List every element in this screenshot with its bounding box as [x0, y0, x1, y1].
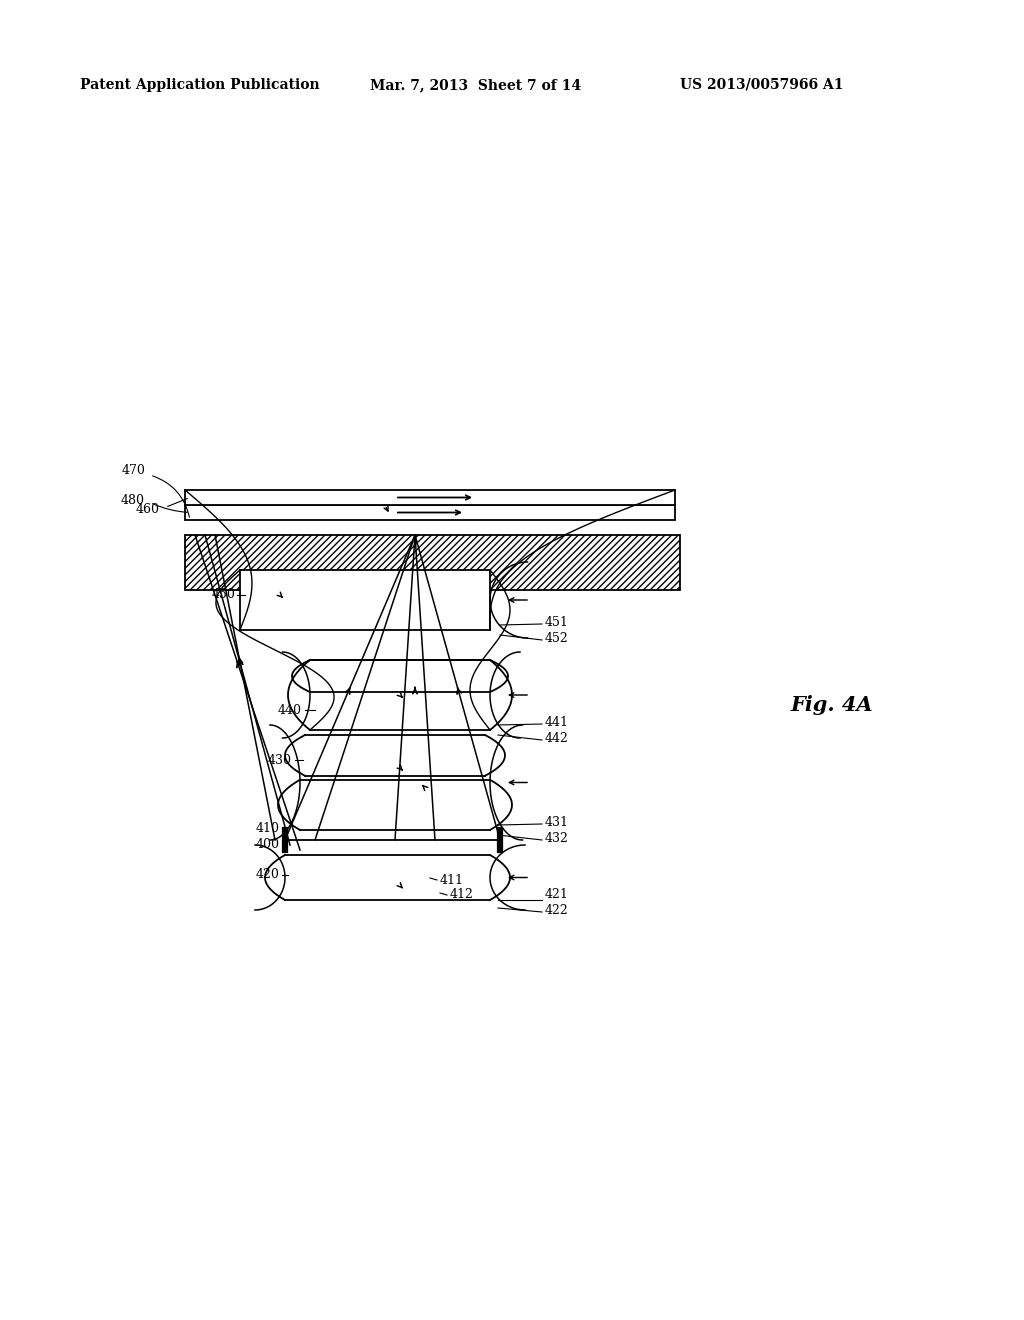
Text: 410: 410 — [256, 821, 280, 834]
Text: 430: 430 — [268, 754, 292, 767]
Text: 431: 431 — [545, 816, 569, 829]
Text: 460: 460 — [136, 503, 160, 516]
Text: 432: 432 — [545, 832, 569, 845]
Text: 421: 421 — [545, 888, 569, 902]
Text: Mar. 7, 2013  Sheet 7 of 14: Mar. 7, 2013 Sheet 7 of 14 — [370, 78, 582, 92]
Text: 411: 411 — [440, 874, 464, 887]
Text: 442: 442 — [545, 731, 569, 744]
Text: 440: 440 — [278, 704, 302, 717]
Text: 400: 400 — [256, 838, 280, 851]
Text: US 2013/0057966 A1: US 2013/0057966 A1 — [680, 78, 844, 92]
Bar — [185, 506, 675, 520]
Text: 422: 422 — [545, 903, 568, 916]
Text: Fig. 4A: Fig. 4A — [790, 696, 872, 715]
Text: 451: 451 — [545, 615, 569, 628]
Bar — [185, 535, 680, 590]
Text: 450: 450 — [211, 589, 234, 602]
Text: 480: 480 — [121, 494, 145, 507]
Text: Patent Application Publication: Patent Application Publication — [80, 78, 319, 92]
Text: 452: 452 — [545, 631, 568, 644]
Bar — [185, 490, 675, 506]
Bar — [240, 570, 490, 630]
Text: 412: 412 — [450, 888, 474, 902]
Text: 420: 420 — [256, 869, 280, 882]
Text: 470: 470 — [121, 463, 145, 477]
Text: 441: 441 — [545, 715, 569, 729]
